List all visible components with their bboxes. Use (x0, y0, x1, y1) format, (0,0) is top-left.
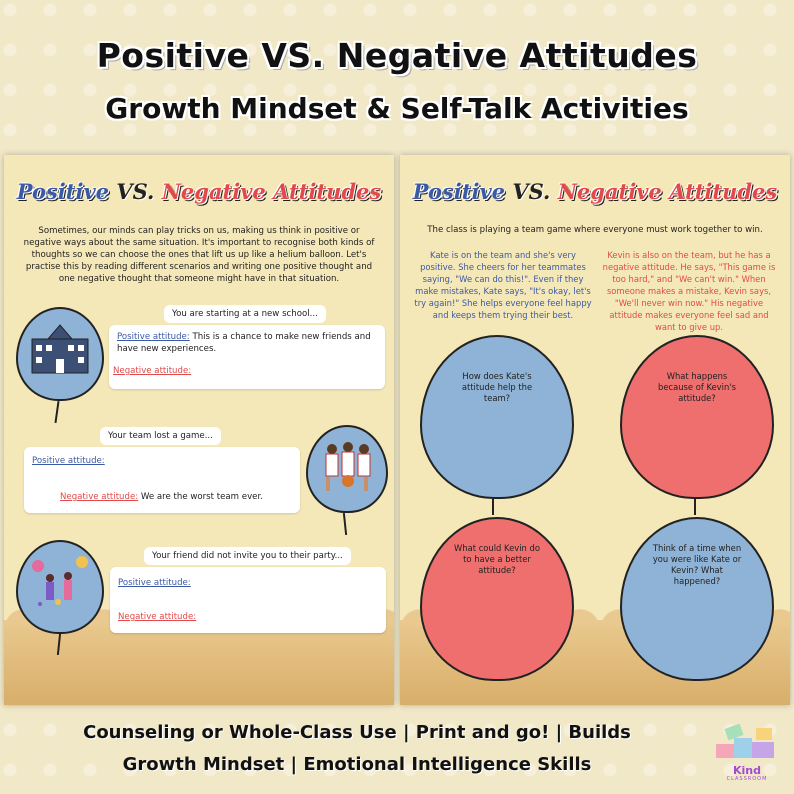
negative-label: Negative attitude: (113, 366, 192, 376)
page-title: Positive VS. Negative Attitudes (400, 179, 790, 204)
main-subtitle: Growth Mindset & Self-Talk Activities (105, 92, 689, 125)
scenario-card: Positive attitude: Negative attitude: (110, 567, 386, 633)
title-vs: VS. (512, 179, 558, 204)
scenario-prompt: You are starting at a new school... (164, 305, 326, 323)
question-balloon-3: What could Kevin do to have a better att… (420, 517, 574, 681)
negative-answer: We are the worst team ever. (138, 492, 263, 502)
party-icon (32, 556, 88, 606)
kate-description: Kate is on the team and she's very posit… (414, 250, 592, 320)
question-balloon-4: Think of a time when you were like Kate … (620, 517, 774, 681)
balloon-party (16, 540, 104, 634)
positive-line: Positive attitude: This is a chance to m… (117, 331, 379, 355)
intro-text: Sometimes, our minds can play tricks on … (23, 226, 375, 284)
worksheet-page-right: Positive VS. Negative Attitudes The clas… (400, 155, 790, 705)
negative-line: Negative attitude: We are the worst team… (60, 491, 263, 503)
footer-line-1: Counseling or Whole-Class Use | Print an… (83, 722, 631, 743)
question-text: Think of a time when you were like Kate … (652, 543, 742, 586)
question-balloon-1: How does Kate's attitude help the team? (420, 335, 574, 499)
question-text: What could Kevin do to have a better att… (454, 543, 540, 575)
positive-line: Positive attitude: (118, 577, 191, 589)
title-positive: Positive (412, 179, 513, 204)
question-text: What happens because of Kevin's attitude… (658, 371, 736, 403)
negative-line: Negative attitude: (118, 611, 196, 623)
logo-name: Kind (733, 764, 761, 777)
scenario-card: Positive attitude: Negative attitude: We… (24, 447, 300, 513)
negative-line: Negative attitude: (113, 365, 191, 377)
negative-label: Negative attitude: (60, 492, 139, 502)
balloon-string (54, 400, 60, 424)
title-negative: Negative Attitudes (557, 179, 778, 204)
title-positive: Positive (16, 179, 117, 204)
main-title: Positive VS. Negative Attitudes (96, 36, 698, 75)
negative-label: Negative attitude: (118, 612, 197, 622)
basketball-team-icon (325, 442, 371, 491)
kind-classroom-logo: Kind CLASSROOM (712, 718, 782, 784)
page-title: Positive VS. Negative Attitudes (4, 179, 394, 204)
scenario-prompt: Your team lost a game... (100, 427, 221, 445)
school-icon (31, 324, 89, 374)
balloon-team (306, 425, 388, 513)
title-vs: VS. (116, 179, 162, 204)
balloon-school (16, 307, 104, 401)
balloon-string (694, 497, 696, 515)
positive-label: Positive attitude: (32, 456, 105, 466)
positive-answer: This is a chance to make new friends and… (117, 332, 371, 354)
scenario-card: Positive attitude: This is a chance to m… (109, 325, 385, 389)
question-text: How does Kate's attitude help the team? (461, 371, 533, 403)
scenario-prompt: Your friend did not invite you to their … (144, 547, 351, 565)
title-negative: Negative Attitudes (161, 179, 382, 204)
positive-line: Positive attitude: (32, 455, 105, 467)
positive-label: Positive attitude: (117, 332, 190, 342)
kevin-description: Kevin is also on the team, but he has a … (602, 250, 776, 332)
positive-label: Positive attitude: (118, 578, 191, 588)
balloon-string (342, 512, 348, 536)
scenario-intro: The class is playing a team game where e… (427, 225, 763, 235)
worksheet-page-left: Positive VS. Negative Attitudes Sometime… (4, 155, 394, 705)
balloon-string (492, 497, 494, 515)
logo-subtitle: CLASSROOM (726, 776, 768, 782)
blocks-icon (716, 723, 774, 758)
footer-line-2: Growth Mindset | Emotional Intelligence … (122, 754, 592, 775)
question-balloon-2: What happens because of Kevin's attitude… (620, 335, 774, 499)
